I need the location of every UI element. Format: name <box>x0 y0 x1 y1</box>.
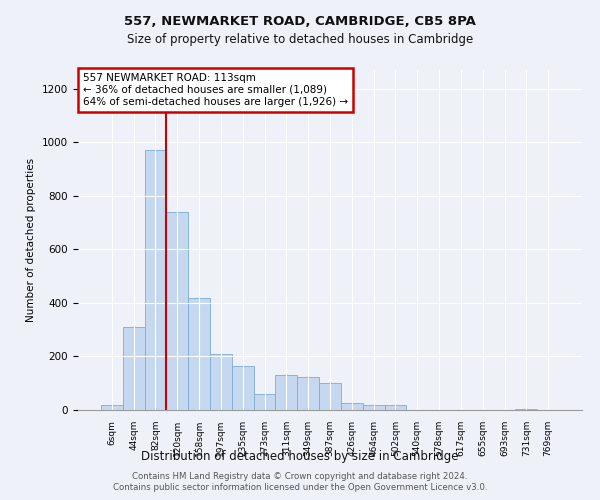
Bar <box>123 327 145 410</box>
Text: 557 NEWMARKET ROAD: 113sqm
← 36% of detached houses are smaller (1,089)
64% of s: 557 NEWMARKET ROAD: 113sqm ← 36% of deta… <box>83 74 348 106</box>
Bar <box>188 298 210 410</box>
Bar <box>297 376 319 410</box>
Bar <box>145 150 166 410</box>
Bar <box>210 354 232 410</box>
Bar <box>319 383 341 410</box>
Bar <box>101 404 123 410</box>
Bar <box>275 375 297 410</box>
Bar <box>166 212 188 410</box>
Text: Size of property relative to detached houses in Cambridge: Size of property relative to detached ho… <box>127 32 473 46</box>
Text: Contains public sector information licensed under the Open Government Licence v3: Contains public sector information licen… <box>113 483 487 492</box>
Bar <box>232 366 254 410</box>
Text: Distribution of detached houses by size in Cambridge: Distribution of detached houses by size … <box>141 450 459 463</box>
Bar <box>341 404 363 410</box>
Bar <box>515 408 537 410</box>
Bar <box>254 394 275 410</box>
Y-axis label: Number of detached properties: Number of detached properties <box>26 158 37 322</box>
Bar <box>363 404 385 410</box>
Bar <box>385 404 406 410</box>
Text: Contains HM Land Registry data © Crown copyright and database right 2024.: Contains HM Land Registry data © Crown c… <box>132 472 468 481</box>
Text: 557, NEWMARKET ROAD, CAMBRIDGE, CB5 8PA: 557, NEWMARKET ROAD, CAMBRIDGE, CB5 8PA <box>124 15 476 28</box>
